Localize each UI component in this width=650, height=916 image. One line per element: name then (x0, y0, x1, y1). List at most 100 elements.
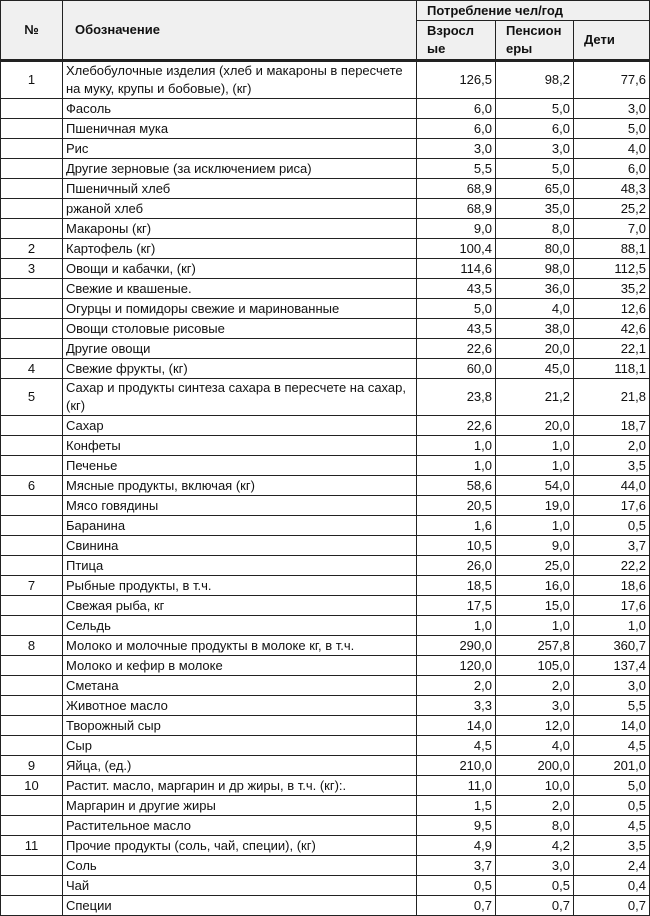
row-pensioners: 9,0 (495, 535, 574, 556)
table-row: Сыр 4,5 4,0 4,5 (0, 735, 650, 756)
row-pensioners: 10,0 (495, 775, 574, 796)
row-pensioners: 0,7 (495, 895, 574, 916)
row-pensioners: 1,0 (495, 455, 574, 476)
table-row: Свежая рыба, кг 17,5 15,0 17,6 (0, 595, 650, 616)
row-children: 12,6 (573, 298, 650, 319)
row-number: 4 (0, 358, 63, 379)
row-number (0, 655, 63, 676)
row-number (0, 735, 63, 756)
table-row: Мясо говядины 20,5 19,0 17,6 (0, 495, 650, 516)
row-designation: Фасоль (62, 98, 417, 119)
row-children: 77,6 (573, 60, 650, 99)
row-children: 21,8 (573, 378, 650, 416)
row-adults: 0,7 (416, 895, 496, 916)
row-adults: 120,0 (416, 655, 496, 676)
table-body: 1 Хлебобулочные изделия (хлеб и макароны … (0, 60, 650, 916)
row-number (0, 815, 63, 836)
row-pensioners: 36,0 (495, 278, 574, 299)
row-number (0, 695, 63, 716)
row-children: 4,5 (573, 735, 650, 756)
row-adults: 6,0 (416, 98, 496, 119)
row-pensioners: 1,0 (495, 515, 574, 536)
row-children: 137,4 (573, 655, 650, 676)
row-adults: 68,9 (416, 198, 496, 219)
row-designation: Рыбные продукты, в т.ч. (62, 575, 417, 596)
table-row: Баранина 1,6 1,0 0,5 (0, 515, 650, 536)
row-pensioners: 5,0 (495, 158, 574, 179)
table-row: 10 Растит. масло, маргарин и др жиры, в т… (0, 775, 650, 796)
row-children: 44,0 (573, 475, 650, 496)
row-number (0, 158, 63, 179)
row-designation: Свежие и квашеные. (62, 278, 417, 299)
row-adults: 1,6 (416, 515, 496, 536)
table-row: 2 Картофель (кг) 100,4 80,0 88,1 (0, 238, 650, 259)
row-adults: 10,5 (416, 535, 496, 556)
row-designation: Картофель (кг) (62, 238, 417, 259)
row-pensioners: 38,0 (495, 318, 574, 339)
table-row: Маргарин и другие жиры 1,5 2,0 0,5 (0, 795, 650, 816)
row-children: 5,0 (573, 118, 650, 139)
row-number (0, 338, 63, 359)
row-number (0, 278, 63, 299)
row-pensioners: 45,0 (495, 358, 574, 379)
row-children: 18,7 (573, 415, 650, 436)
header-consumption: Потребление чел/год (416, 0, 650, 21)
row-number (0, 595, 63, 616)
row-pensioners: 4,0 (495, 298, 574, 319)
row-children: 6,0 (573, 158, 650, 179)
row-number (0, 875, 63, 896)
table-row: Другие зерновые (за исключением риса) 5,5… (0, 158, 650, 179)
row-adults: 2,0 (416, 675, 496, 696)
row-children: 22,2 (573, 555, 650, 576)
row-children: 5,0 (573, 775, 650, 796)
row-pensioners: 3,0 (495, 695, 574, 716)
table-header: № Обозначение Потребление чел/год Взросл… (0, 0, 650, 61)
row-designation: Макароны (кг) (62, 218, 417, 239)
row-pensioners: 35,0 (495, 198, 574, 219)
row-designation: Сельдь (62, 615, 417, 636)
row-adults: 11,0 (416, 775, 496, 796)
row-pensioners: 65,0 (495, 178, 574, 199)
row-children: 3,7 (573, 535, 650, 556)
row-adults: 3,7 (416, 855, 496, 876)
table-row: 1 Хлебобулочные изделия (хлеб и макароны … (0, 60, 650, 99)
row-number (0, 535, 63, 556)
row-pensioners: 1,0 (495, 435, 574, 456)
table-row: Сметана 2,0 2,0 3,0 (0, 675, 650, 696)
row-adults: 6,0 (416, 118, 496, 139)
row-number: 3 (0, 258, 63, 279)
row-number: 8 (0, 635, 63, 656)
row-children: 25,2 (573, 198, 650, 219)
table-row: Рис 3,0 3,0 4,0 (0, 138, 650, 159)
row-adults: 18,5 (416, 575, 496, 596)
row-adults: 4,9 (416, 835, 496, 856)
row-number: 1 (0, 60, 63, 99)
row-designation: Рис (62, 138, 417, 159)
row-children: 3,5 (573, 835, 650, 856)
row-number (0, 298, 63, 319)
row-children: 42,6 (573, 318, 650, 339)
row-pensioners: 16,0 (495, 575, 574, 596)
row-pensioners: 15,0 (495, 595, 574, 616)
table-row: 3 Овощи и кабачки, (кг) 114,6 98,0 112,5 (0, 258, 650, 279)
row-adults: 5,0 (416, 298, 496, 319)
row-adults: 210,0 (416, 755, 496, 776)
row-children: 4,0 (573, 138, 650, 159)
row-number (0, 715, 63, 736)
row-pensioners: 21,2 (495, 378, 574, 416)
row-pensioners: 200,0 (495, 755, 574, 776)
row-children: 0,5 (573, 795, 650, 816)
row-number (0, 218, 63, 239)
table-row: Соль 3,7 3,0 2,4 (0, 855, 650, 876)
table-row: 9 Яйца, (ед.) 210,0 200,0 201,0 (0, 755, 650, 776)
row-children: 112,5 (573, 258, 650, 279)
row-adults: 1,5 (416, 795, 496, 816)
row-children: 22,1 (573, 338, 650, 359)
row-designation: Мясные продукты, включая (кг) (62, 475, 417, 496)
header-pensioners: Пенсион еры (495, 20, 574, 61)
table-row: Конфеты 1,0 1,0 2,0 (0, 435, 650, 456)
row-number (0, 318, 63, 339)
row-designation: Свежая рыба, кг (62, 595, 417, 616)
row-pensioners: 2,0 (495, 675, 574, 696)
table-row: Специи 0,7 0,7 0,7 (0, 895, 650, 916)
